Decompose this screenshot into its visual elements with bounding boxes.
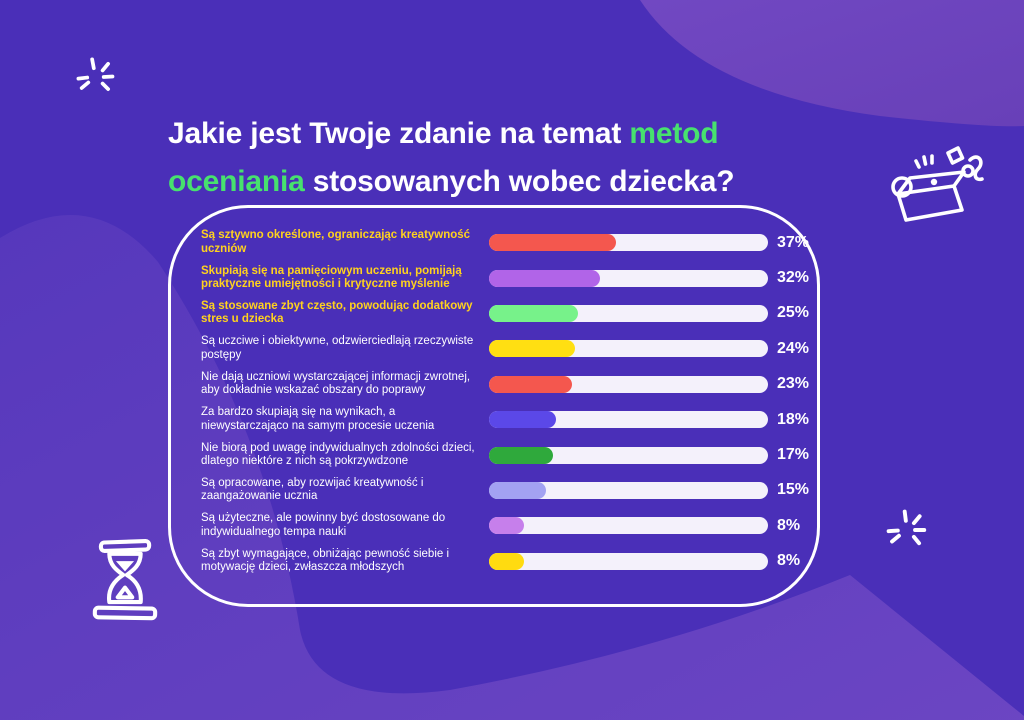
title-part-1: Jakie jest Twoje zdanie na temat [168,117,622,150]
bar-fill [489,517,524,535]
bar-fill [489,446,553,464]
open-box-icon [876,142,986,242]
row-label: Są stosowane zbyt często, powodując doda… [201,299,473,326]
bar-track [489,517,768,535]
row-percent-value: 37% [777,233,810,251]
row-label: Są użyteczne, ale powinny być dostosowan… [201,512,446,538]
chart-row: Są stosowane zbyt często, powodując doda… [171,296,817,331]
bar-fill [489,234,617,252]
row-percent-value: 25% [777,304,810,322]
chart-row: Są sztywno określone, ograniczając kreat… [171,225,817,260]
bar-fill [489,411,556,429]
bar-fill [489,304,578,322]
bar-track [489,234,768,252]
hourglass-icon [84,538,166,630]
row-label: Skupiają się na pamięciowym uczeniu, pom… [201,264,462,291]
chart-row: Za bardzo skupiają się na wynikach, a ni… [171,402,817,437]
row-percent-value: 8% [777,552,801,570]
bar-track [489,411,768,429]
bar-track [489,446,768,464]
chart-row: Nie biorą pod uwagę indywidualnych zdoln… [171,437,817,472]
bar-track [489,269,768,287]
row-label: Za bardzo skupiają się na wynikach, a ni… [201,406,435,432]
row-label: Nie dają uczniowi wystarczającej informa… [201,370,471,397]
title-green-word-1: metod [629,117,719,150]
row-label: Są opracowane, aby rozwijać kreatywność … [201,476,424,503]
row-percent-value: 24% [777,339,810,357]
title-part-3: stosowanych wobec dziecka? [312,165,735,198]
row-percent-value: 23% [777,375,810,393]
row-label: Są uczciwe i obiektywne, odzwierciedlają… [201,335,474,361]
sparkle-icon [74,54,118,100]
bar-fill [489,269,601,287]
chart-row: Skupiają się na pamięciowym uczeniu, pom… [171,260,817,295]
title-green-word-2: oceniania [168,165,305,198]
chart-row: Nie dają uczniowi wystarczającej informa… [171,367,817,402]
row-percent-value: 8% [777,516,801,534]
row-percent-value: 15% [777,481,810,499]
chart-row: Są użyteczne, ale powinny być dostosowan… [171,508,817,543]
chart-card: Są sztywno określone, ograniczając kreat… [168,205,820,607]
bar-fill [489,481,547,499]
bar-fill [489,552,524,570]
bar-track [489,481,768,499]
chart-row: Są opracowane, aby rozwijać kreatywność … [171,473,817,508]
row-label: Są zbyt wymagające, obniżając pewność si… [201,547,450,574]
bar-track [489,552,768,570]
sparkle-icon [884,506,930,554]
row-percent-value: 17% [777,446,810,464]
bar-track [489,375,768,393]
bar-fill [489,340,575,358]
bar-track [489,304,768,322]
bar-rows: Są sztywno określone, ograniczając kreat… [171,225,817,579]
page-title: Jakie jest Twoje zdanie na temat metod o… [168,110,848,206]
row-label: Nie biorą pod uwagę indywidualnych zdoln… [201,441,475,468]
row-percent-value: 32% [777,269,810,287]
row-percent-value: 18% [777,410,810,428]
chart-row: Są uczciwe i obiektywne, odzwierciedlają… [171,331,817,366]
row-label: Są sztywno określone, ograniczając kreat… [201,229,471,255]
chart-row: Są zbyt wymagające, obniżając pewność si… [171,544,817,579]
bar-fill [489,375,572,393]
bar-track [489,340,768,358]
